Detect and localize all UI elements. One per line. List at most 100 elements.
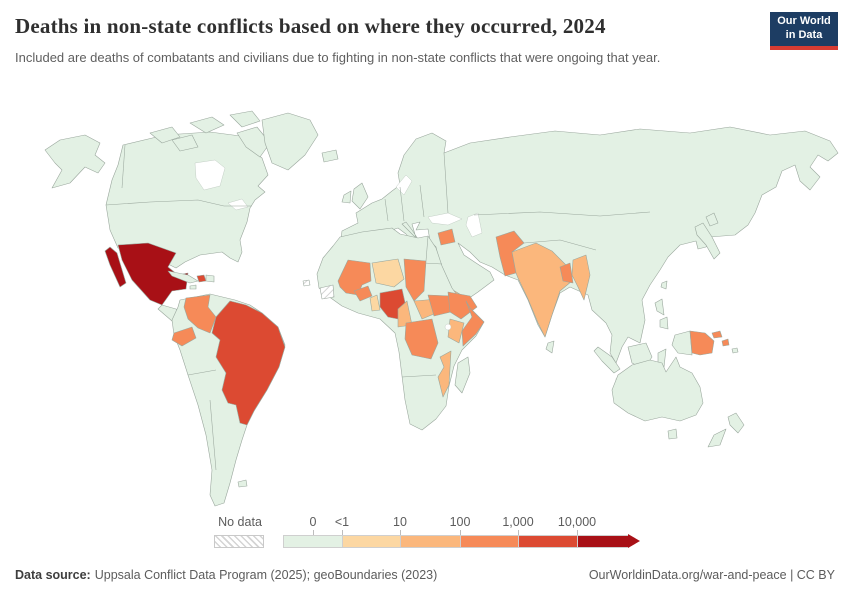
country-mali[interactable] — [337, 259, 372, 296]
country-cuba[interactable] — [167, 270, 199, 284]
country-mexico[interactable] — [117, 242, 189, 306]
country-benin[interactable] — [369, 294, 381, 312]
falkland-islands[interactable] — [237, 479, 248, 488]
country-united-kingdom[interactable] — [351, 182, 369, 210]
caspian-sea — [465, 212, 483, 238]
country-burkina-faso[interactable] — [353, 285, 373, 302]
country-gambia-region[interactable] — [319, 284, 335, 300]
black-sea — [427, 212, 463, 226]
country-colombia[interactable] — [183, 294, 217, 334]
page-title: Deaths in non-state conflicts based on w… — [15, 14, 606, 38]
border-europe-3 — [419, 184, 425, 218]
border-russia-west — [443, 152, 449, 214]
border-russia-kazakhstan — [473, 211, 651, 217]
country-chad[interactable] — [403, 258, 427, 302]
baffin-island[interactable] — [236, 126, 271, 158]
country-sri-lanka[interactable] — [545, 340, 555, 354]
data-source: Data source: Uppsala Conflict Data Progra… — [15, 568, 437, 582]
png-island-2[interactable] — [721, 338, 730, 347]
license-link: OurWorldinData.org/war-and-peace | CC BY — [588, 568, 835, 582]
landmass-eurasia[interactable] — [339, 126, 839, 364]
country-mexico-baja[interactable] — [104, 246, 127, 288]
country-japan[interactable] — [694, 222, 721, 260]
data-source-label: Data source: — [15, 568, 91, 582]
indonesia-sumatra[interactable] — [593, 346, 621, 374]
country-philippines-mindanao[interactable] — [659, 316, 669, 330]
country-papua-new-guinea[interactable] — [689, 330, 715, 356]
legend-swatch-0[interactable] — [283, 535, 342, 548]
country-niger[interactable] — [371, 258, 405, 288]
border-alaska-canada — [121, 144, 126, 189]
country-ireland[interactable] — [341, 190, 352, 204]
arctic-island-2[interactable] — [189, 116, 225, 134]
australia-tasmania[interactable] — [667, 428, 678, 440]
legend-arrow — [628, 534, 640, 548]
islands-cape-verde[interactable] — [302, 279, 311, 287]
country-drc[interactable] — [404, 318, 439, 360]
border-china-himalaya — [523, 239, 597, 251]
legend-tick-lt1: <1 — [334, 515, 350, 529]
legend-tickmark — [400, 530, 401, 535]
chart-footer: Data source: Uppsala Conflict Data Progra… — [15, 568, 835, 582]
country-madagascar[interactable] — [454, 356, 471, 394]
country-haiti[interactable] — [196, 274, 207, 283]
country-mozambique[interactable] — [437, 350, 452, 398]
legend-no-data-swatch[interactable] — [214, 535, 264, 548]
country-iceland[interactable] — [321, 149, 339, 163]
country-syria[interactable] — [437, 228, 456, 246]
legend-tick-0: 0 — [309, 515, 317, 529]
new-guinea-west[interactable] — [671, 330, 693, 356]
new-zealand-south[interactable] — [707, 428, 727, 448]
owid-logo-line1: Our World — [777, 15, 831, 28]
legend-swatch-1000-10000[interactable] — [518, 535, 577, 548]
border-angola-namibia — [401, 374, 437, 378]
border-egypt-sudan — [423, 262, 443, 265]
country-dominican-republic[interactable] — [205, 274, 215, 283]
country-brazil[interactable] — [211, 300, 286, 426]
country-jamaica[interactable] — [189, 284, 197, 290]
victoria-island[interactable] — [171, 134, 199, 152]
country-philippines-luzon[interactable] — [654, 298, 665, 316]
country-ethiopia[interactable] — [447, 291, 478, 320]
arctic-island-3[interactable] — [229, 110, 261, 128]
country-myanmar[interactable] — [571, 254, 591, 301]
country-india[interactable] — [511, 242, 573, 338]
country-bangladesh[interactable] — [559, 262, 574, 284]
arctic-island-1[interactable] — [149, 126, 181, 144]
owid-logo: Our World in Data — [770, 12, 838, 50]
legend-tick-10000: 10,000 — [557, 515, 597, 529]
legend-tickmark — [313, 530, 314, 535]
legend-no-data-label: No data — [218, 515, 262, 529]
lake-victoria — [444, 323, 452, 331]
world-map[interactable] — [0, 95, 850, 510]
png-island-1[interactable] — [711, 330, 723, 339]
map-legend: No data 0 <1 10 100 1,000 10,000 — [0, 512, 850, 564]
owid-logo-line2: in Data — [785, 29, 823, 41]
legend-tick-100: 100 — [449, 515, 471, 529]
solomon-islands[interactable] — [731, 347, 739, 354]
japan-hokkaido[interactable] — [705, 212, 719, 227]
legend-tick-1000: 1,000 — [502, 515, 534, 529]
country-taiwan[interactable] — [660, 280, 668, 290]
border-us-canada — [105, 199, 252, 207]
border-europe-1 — [384, 198, 389, 222]
border-europe-2 — [399, 186, 405, 222]
legend-tickmark — [342, 530, 343, 535]
legend-swatch-lt1-10[interactable] — [342, 535, 400, 548]
data-source-text: Uppsala Conflict Data Program (2025); ge… — [94, 568, 438, 582]
legend-tick-10: 10 — [393, 515, 407, 529]
hudson-bay — [194, 159, 226, 191]
country-alaska[interactable] — [44, 134, 106, 189]
border-egypt-libya — [425, 235, 429, 262]
legend-swatch-100-1000[interactable] — [460, 535, 518, 548]
country-kenya[interactable] — [447, 318, 465, 344]
legend-swatch-10000plus[interactable] — [577, 535, 628, 548]
legend-colorbar — [283, 534, 640, 548]
country-greenland[interactable] — [261, 112, 319, 171]
country-somalia[interactable] — [461, 300, 485, 347]
country-australia[interactable] — [611, 356, 704, 422]
country-ecuador[interactable] — [171, 326, 197, 347]
new-zealand-north[interactable] — [727, 412, 745, 434]
legend-swatch-10-100[interactable] — [400, 535, 460, 548]
